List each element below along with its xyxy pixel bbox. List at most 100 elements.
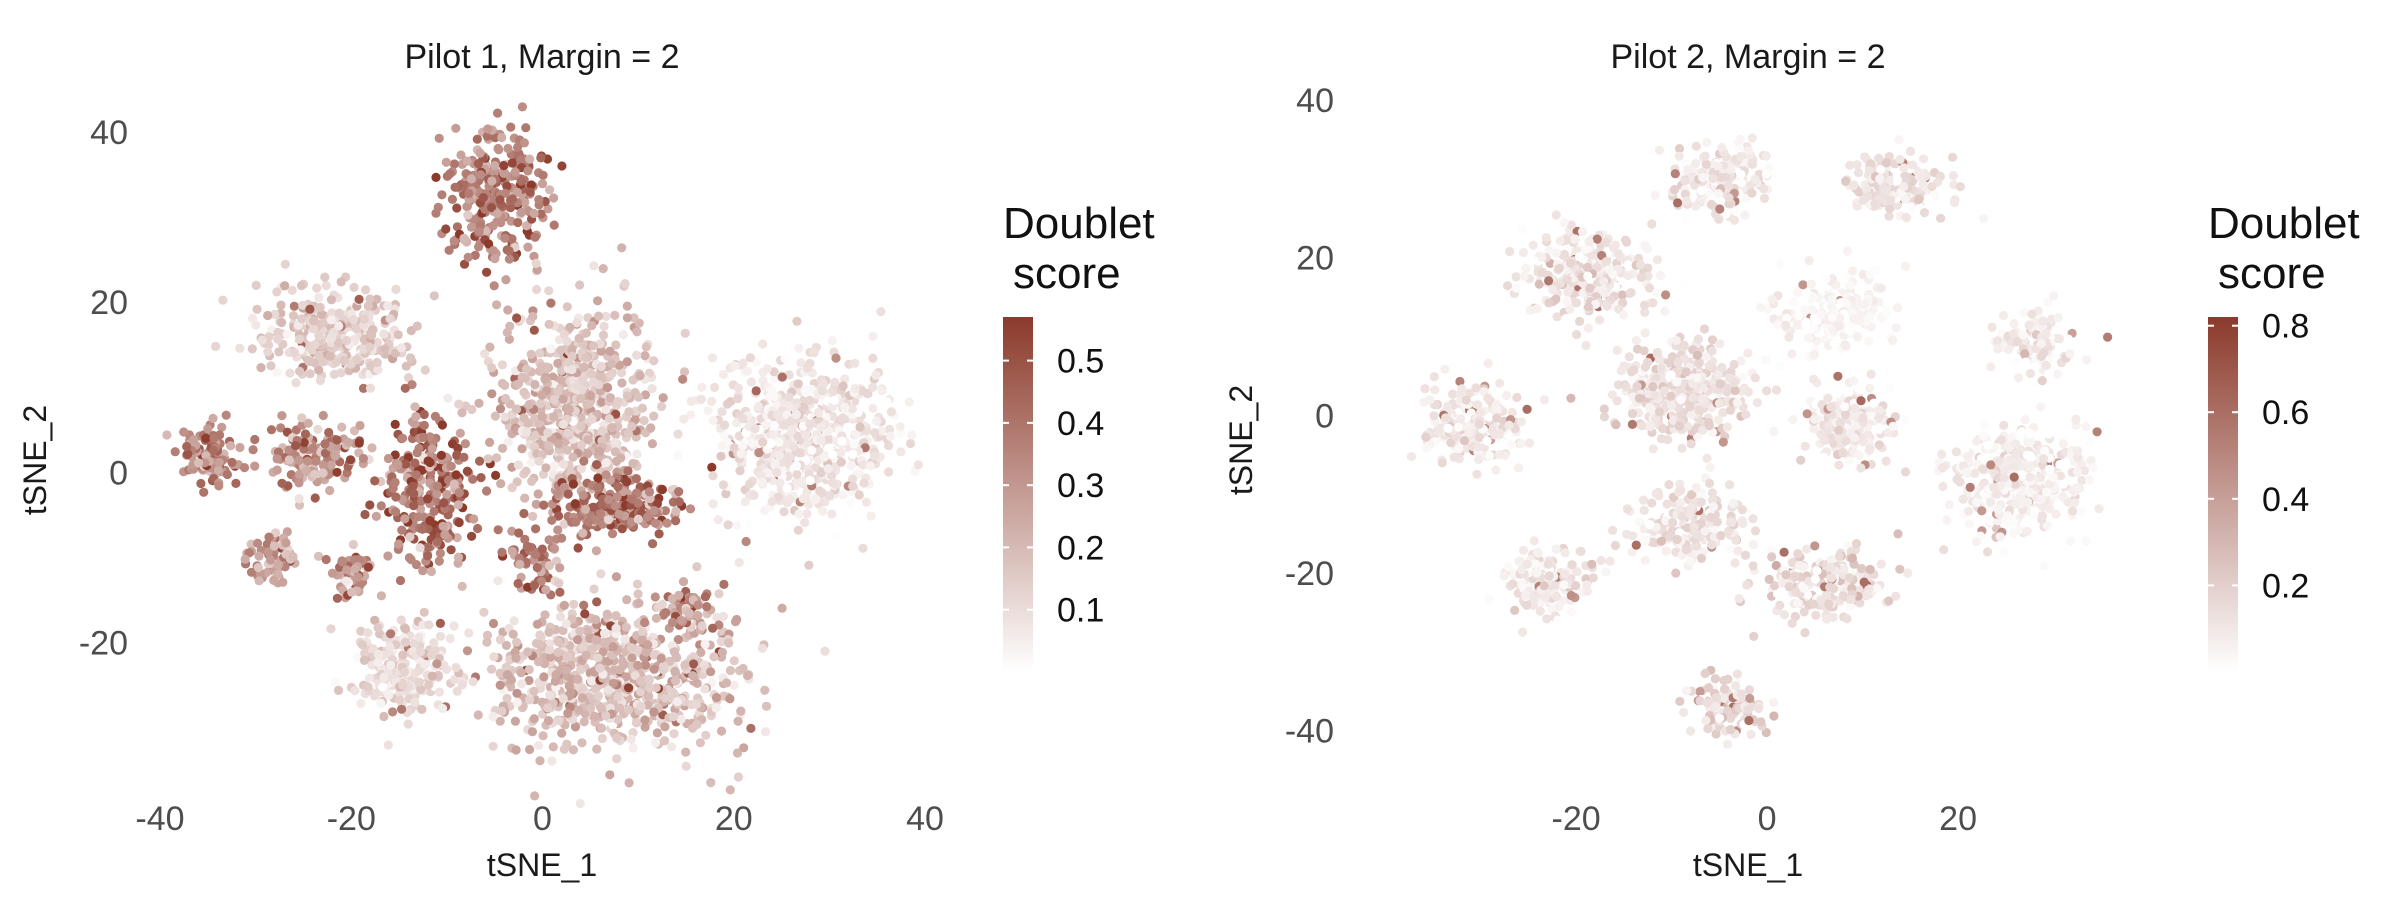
cell-point <box>611 572 622 582</box>
cell-point <box>383 453 393 464</box>
cell-point <box>742 366 753 376</box>
cell-point <box>587 644 597 654</box>
cell-point <box>749 490 759 500</box>
cell-point <box>1885 175 1895 185</box>
cell-point <box>706 778 716 788</box>
cell-point <box>741 536 751 547</box>
cell-point <box>813 408 824 418</box>
cell-point <box>356 626 366 636</box>
cell-point <box>1474 419 1484 429</box>
cell-point <box>410 458 420 468</box>
cell-point <box>565 322 575 332</box>
cell-point <box>792 316 802 326</box>
cell-point <box>739 743 749 753</box>
cell-point <box>805 475 815 486</box>
cell-point <box>365 342 375 352</box>
cell-point <box>287 285 297 295</box>
cell-point <box>714 589 724 599</box>
cell-point <box>763 468 773 478</box>
cell-point <box>896 429 906 439</box>
cell-point <box>388 707 398 717</box>
cell-point <box>332 467 342 477</box>
cell-point <box>358 453 368 464</box>
cell-point <box>596 569 606 579</box>
cell-point <box>787 425 797 435</box>
cell-point <box>476 473 486 483</box>
cell-point <box>502 670 513 680</box>
cell-point <box>451 662 461 673</box>
cell-point <box>379 672 389 682</box>
cell-point <box>673 635 683 645</box>
cell-point <box>589 584 599 594</box>
cell-point <box>733 394 743 404</box>
cell-point <box>605 393 616 403</box>
cell-point <box>581 650 591 661</box>
cell-point <box>495 680 505 690</box>
cell-point <box>500 233 510 243</box>
cell-point <box>729 680 739 690</box>
cell-point <box>1459 436 1470 446</box>
cell-point <box>523 647 533 657</box>
cell-point <box>1774 259 1784 269</box>
cell-point <box>563 489 573 499</box>
cell-point <box>457 408 467 418</box>
cell-point <box>365 500 375 510</box>
cell-point <box>1525 305 1535 315</box>
cell-point <box>383 551 393 561</box>
cell-point <box>500 380 510 390</box>
cell-point <box>632 449 642 459</box>
cell-point <box>251 280 261 290</box>
cell-point <box>489 281 499 291</box>
cell-point <box>558 419 568 429</box>
cell-point <box>318 410 328 421</box>
cell-point <box>1507 407 1517 418</box>
cell-point <box>372 357 382 368</box>
cell-point <box>432 481 442 491</box>
cell-point <box>391 492 401 502</box>
cell-point <box>606 359 617 369</box>
cell-point <box>538 731 548 741</box>
cell-point <box>621 622 632 632</box>
cell-point <box>644 691 654 701</box>
cell-point <box>1590 299 1600 309</box>
cell-point <box>385 314 395 324</box>
cell-point <box>1802 344 1812 354</box>
cell-point <box>736 449 746 459</box>
cell-point <box>693 610 703 621</box>
cell-point <box>574 333 584 343</box>
cell-point <box>1502 281 1513 291</box>
cell-point <box>673 450 683 461</box>
cell-point <box>1682 196 1692 206</box>
cell-point <box>1894 135 1904 145</box>
cell-point <box>314 292 324 303</box>
cell-point <box>434 687 444 697</box>
cell-point <box>549 220 559 230</box>
cell-point <box>1574 252 1585 262</box>
cell-point <box>501 662 511 672</box>
cell-point <box>1548 285 1558 295</box>
cell-point <box>736 706 746 716</box>
cell-point <box>244 548 254 558</box>
cell-point <box>819 452 829 462</box>
cell-point <box>549 394 559 405</box>
cell-point <box>326 315 336 325</box>
y-tick-label: 20 <box>90 284 128 322</box>
cell-point <box>840 402 850 412</box>
cell-point <box>475 456 485 466</box>
cell-point <box>531 524 541 534</box>
cell-point <box>519 387 529 397</box>
cell-point <box>393 330 403 340</box>
cell-point <box>802 509 812 519</box>
cell-point <box>732 614 742 625</box>
cell-point <box>497 360 507 370</box>
cell-point <box>474 227 484 237</box>
cell-point <box>526 349 536 359</box>
cell-point <box>640 715 650 725</box>
cell-point <box>1534 279 1544 289</box>
cell-point <box>622 357 632 367</box>
cell-point <box>488 221 498 231</box>
cell-point <box>610 447 621 457</box>
cell-point <box>472 134 482 144</box>
cell-point <box>1876 164 1886 175</box>
cell-point <box>349 282 359 292</box>
